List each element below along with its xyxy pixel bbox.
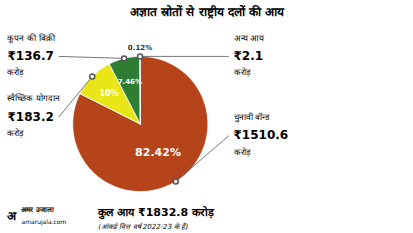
svg-text:अन्य आय: अन्य आय	[234, 33, 266, 43]
svg-text:अज्ञात स्रोतों से राष्ट्रीय दल: अज्ञात स्रोतों से राष्ट्रीय दलों की आय	[130, 5, 285, 19]
svg-text:अ: अ	[7, 209, 17, 223]
svg-text:₹136.7: ₹136.7	[7, 49, 53, 63]
svg-text:चुनावी बॉन्ड: चुनावी बॉन्ड	[234, 112, 271, 123]
svg-text:कूपन की बिक्री: कूपन की बिक्री	[7, 33, 55, 44]
svg-text:करोड़: करोड़	[234, 147, 251, 157]
svg-text:कुल आय ₹1832.8 करोड़: कुल आय ₹1832.8 करोड़	[97, 205, 215, 220]
svg-text:अमर उजाला: अमर उजाला	[21, 206, 54, 214]
svg-text:करोड़: करोड़	[7, 67, 24, 77]
svg-text:amarujala.com: amarujala.com	[21, 218, 66, 226]
svg-text:₹1510.6: ₹1510.6	[234, 128, 289, 142]
svg-text:(आंकड़े वित्त वर्ष 2022-23 के: (आंकड़े वित्त वर्ष 2022-23 के हैं)	[98, 222, 188, 231]
svg-text:₹183.2: ₹183.2	[7, 110, 53, 124]
svg-text:करोड़: करोड़	[7, 128, 24, 138]
svg-text:0.12%: 0.12%	[128, 44, 152, 52]
svg-text:₹2.1: ₹2.1	[234, 49, 264, 63]
svg-text:स्वैच्छिक योगदान: स्वैच्छिक योगदान	[7, 93, 60, 103]
svg-text:82.42%: 82.42%	[135, 146, 181, 159]
svg-text:7.46%: 7.46%	[118, 78, 142, 86]
svg-text:करोड़: करोड़	[234, 67, 251, 77]
svg-text:10%: 10%	[100, 89, 119, 98]
